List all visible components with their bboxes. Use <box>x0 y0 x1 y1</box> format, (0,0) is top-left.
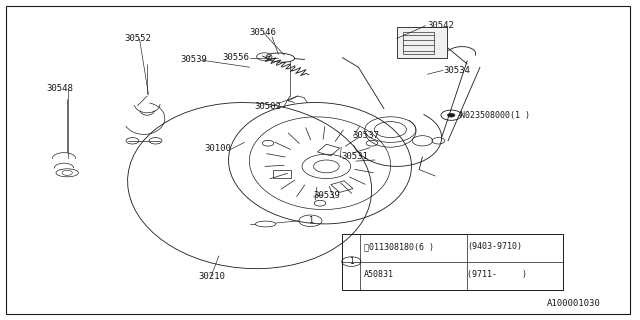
Circle shape <box>447 113 455 117</box>
Text: 30502: 30502 <box>255 102 282 111</box>
Bar <box>317 144 340 156</box>
Text: 30531: 30531 <box>341 152 368 161</box>
Text: 30556: 30556 <box>223 53 250 62</box>
Text: 30539: 30539 <box>314 191 340 200</box>
Bar <box>397 27 447 58</box>
Text: 1: 1 <box>349 257 354 266</box>
Text: A50831: A50831 <box>364 270 394 279</box>
Text: N023508000(1 ): N023508000(1 ) <box>460 111 529 120</box>
Text: 30546: 30546 <box>250 28 276 36</box>
Text: 1: 1 <box>308 216 313 225</box>
Text: 30534: 30534 <box>444 66 470 75</box>
Text: 30537: 30537 <box>352 131 379 140</box>
Text: (9711-     ): (9711- ) <box>467 270 527 279</box>
Text: 30542: 30542 <box>428 21 454 30</box>
Text: A100001030: A100001030 <box>547 300 601 308</box>
Text: Ⓑ011308180(6 ): Ⓑ011308180(6 ) <box>364 242 433 251</box>
Text: 30100: 30100 <box>205 144 232 153</box>
Bar <box>403 32 434 54</box>
Text: 30548: 30548 <box>46 84 73 92</box>
Text: (9403-9710): (9403-9710) <box>467 242 522 251</box>
Bar <box>342 234 563 290</box>
Text: 30552: 30552 <box>125 34 152 43</box>
Bar <box>331 181 353 192</box>
Text: 30210: 30210 <box>198 272 225 281</box>
Bar <box>273 170 291 178</box>
Text: 30539: 30539 <box>180 55 207 64</box>
